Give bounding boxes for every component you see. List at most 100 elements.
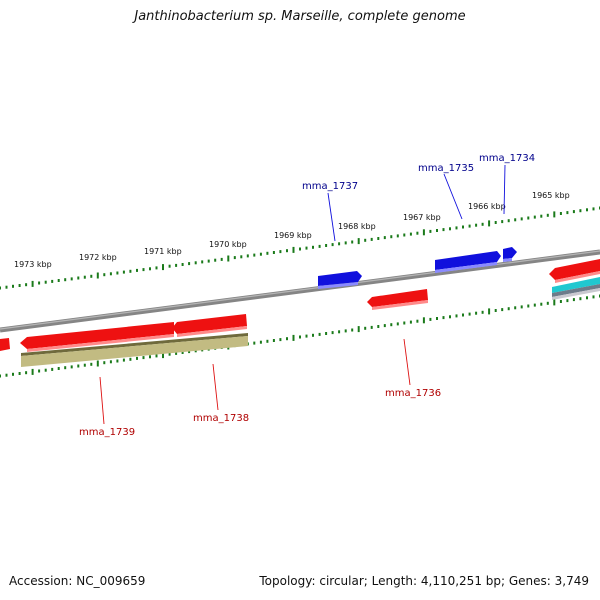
minor-tick [168,352,171,356]
minor-tick [38,281,41,285]
minor-tick [455,226,458,230]
minor-tick [494,309,497,312]
minor-tick [279,250,282,254]
minor-tick [592,207,595,211]
minor-tick [494,221,497,224]
minor-tick [116,271,119,275]
minor-tick [586,208,588,212]
minor-tick [299,335,301,339]
minor-tick [240,255,243,259]
leader-mma_1735 [443,173,463,220]
gene-label-mma_1739[interactable]: mma_1739 [79,427,135,438]
minor-tick [318,332,321,336]
minor-tick [572,210,575,214]
major-tick [553,299,556,306]
leader-mma_1739 [99,376,105,425]
minor-tick [103,273,106,277]
major-tick [488,220,491,227]
minor-tick [149,355,151,359]
gene-arrow-mma_1737[interactable] [318,271,362,286]
gene-arrow-mma_1735[interactable] [435,251,501,270]
gray-feature-2 [552,288,600,300]
major-tick [488,308,491,315]
minor-tick [142,356,145,360]
minor-tick [122,358,125,362]
minor-tick [436,229,438,232]
gene-arrow-left-edge[interactable] [0,338,10,351]
gene-arrow-mma_1739[interactable] [20,322,174,349]
minor-tick [70,365,73,369]
minor-tick [481,222,484,226]
major-tick [553,211,556,218]
minor-tick [305,246,308,250]
minor-tick [572,298,575,302]
minor-tick [390,323,393,327]
gene-labels: mma_1734 mma_1735 mma_1737 mma_1736 mma_… [79,153,535,438]
minor-tick [559,212,562,215]
minor-tick [351,240,354,244]
minor-tick [70,277,73,281]
gene-arrow-mma_1734[interactable] [503,247,517,259]
gene-label-mma_1737[interactable]: mma_1737 [302,181,358,192]
minor-tick [396,322,399,326]
minor-tick [520,217,523,221]
reverse-strand-features [0,259,600,352]
gene-arrow-mma_1738[interactable] [172,314,247,334]
minor-tick [207,259,210,263]
minor-tick [501,220,504,224]
minor-tick [103,361,106,365]
gene-arrow-right-edge[interactable] [549,259,600,280]
minor-tick [51,367,54,371]
minor-tick [546,301,549,305]
gene-arrow-mma_1734-shade [503,258,512,262]
minor-tick [259,340,262,344]
cyan-feature[interactable] [552,277,600,293]
minor-tick [514,218,517,222]
major-tick [227,255,230,262]
major-tick [162,352,164,359]
gene-arrow-right-edge-shade [555,271,600,283]
minor-tick [481,310,484,314]
minor-tick [0,286,1,290]
minor-tick [272,251,275,254]
minor-tick [344,241,347,245]
minor-tick [0,374,1,378]
minor-tick [188,262,191,266]
gene-label-mma_1736[interactable]: mma_1736 [385,388,441,399]
minor-tick [25,371,28,375]
minor-tick [331,331,334,335]
genome-backbone [0,249,600,333]
minor-tick [318,244,321,248]
gene-arrow-mma_1736[interactable] [367,289,428,307]
minor-tick [351,328,354,332]
minor-tick [122,270,125,274]
minor-tick [168,264,171,268]
gene-label-mma_1738[interactable]: mma_1738 [193,413,249,424]
minor-tick [586,296,588,300]
minor-tick [442,316,445,320]
minor-tick [57,279,60,282]
minor-tick [520,305,523,309]
minor-tick [136,356,138,360]
kbp-label-1973: 1973 kbp [14,260,52,269]
major-tick [422,229,425,236]
gene-arrow-mma_1735-shade [435,262,497,273]
minor-tick [377,325,380,328]
gene-label-mma_1735[interactable]: mma_1735 [418,163,474,174]
minor-tick [403,233,406,237]
minor-tick [566,211,569,215]
rna-feature-body[interactable] [21,336,248,367]
gene-label-mma_1734[interactable]: mma_1734 [479,153,535,164]
minor-tick [475,223,478,227]
minor-tick [383,236,386,240]
minor-tick [514,306,517,310]
minor-tick [194,261,197,265]
minor-tick [12,372,14,376]
forward-strand-features [318,247,517,289]
minor-tick [188,350,191,354]
minor-tick [5,285,8,289]
minor-tick [279,338,282,342]
accession-text: Accession: NC_009659 [9,574,146,588]
minor-tick [312,245,314,249]
minor-tick [5,373,8,377]
